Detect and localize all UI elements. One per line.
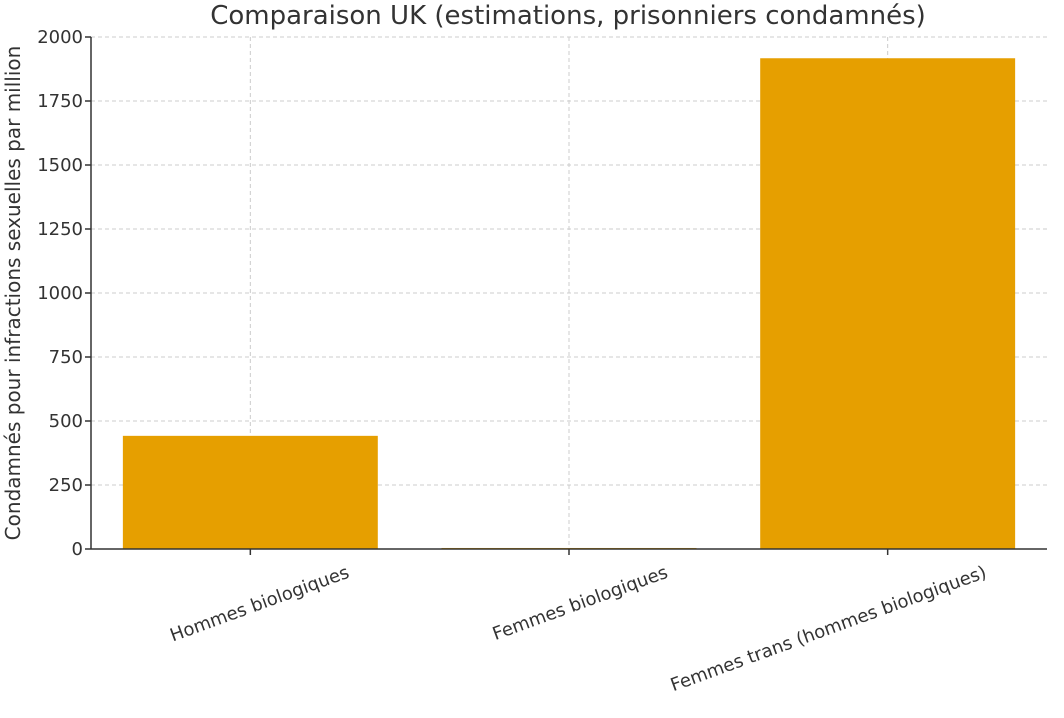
chart-title: Comparaison UK (estimations, prisonniers… (210, 1, 926, 31)
y-tick-label: 1500 (37, 155, 83, 176)
y-tick-label: 250 (49, 475, 83, 496)
bar (760, 58, 1016, 550)
y-tick-label: 1000 (37, 283, 83, 304)
x-tick-label: Femmes biologiques (490, 562, 671, 645)
y-tick-label: 750 (49, 347, 83, 368)
y-tick-label: 500 (49, 411, 83, 432)
y-tick-label: 1750 (37, 91, 83, 112)
axes (85, 36, 1047, 555)
bar (122, 435, 378, 549)
y-tick-label: 1250 (37, 219, 83, 240)
y-tick-label: 2000 (37, 27, 83, 48)
x-tick-label: Hommes biologiques (167, 562, 352, 646)
y-tick-label: 0 (72, 539, 83, 560)
y-axis-label: Condamnés pour infractions sexuelles par… (1, 46, 25, 541)
x-tick-label: Femmes trans (hommes biologiques) (668, 562, 990, 696)
bars (122, 58, 1016, 550)
